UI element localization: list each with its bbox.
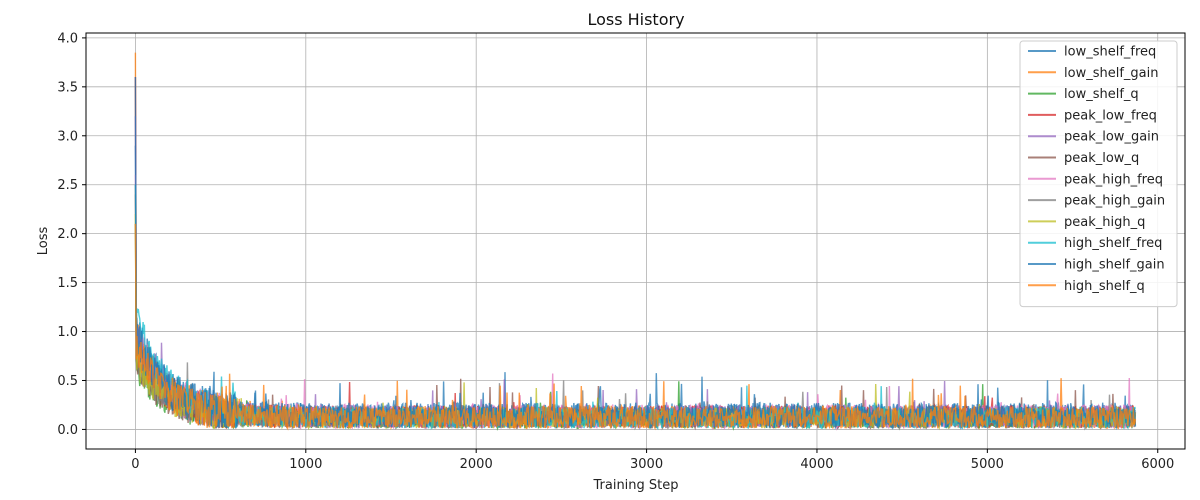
y-tick-label: 1.0 (57, 325, 78, 340)
y-ticks: 0.0 0.5 1.0 1.5 2.0 2.5 3.0 3.5 4.0 (57, 31, 86, 438)
legend-label: peak_high_freq (1064, 172, 1163, 187)
x-axis-label: Training Step (592, 478, 678, 493)
legend-label: peak_low_freq (1064, 108, 1157, 123)
x-tick-label: 5000 (971, 457, 1004, 472)
x-tick-label: 6000 (1141, 457, 1174, 472)
series-line-high-shelf-q (134, 223, 1137, 431)
plot-frame (85, 32, 1186, 450)
legend-label: peak_high_gain (1064, 194, 1165, 209)
legend-label: low_shelf_freq (1064, 45, 1156, 60)
x-tick-label: 1000 (289, 457, 322, 472)
x-tick-label: 0 (131, 457, 139, 472)
y-tick-label: 0.0 (57, 423, 78, 438)
legend-label: low_shelf_gain (1064, 66, 1158, 81)
legend-box (1019, 40, 1178, 308)
legend-label: high_shelf_freq (1064, 236, 1162, 251)
legend-label: peak_low_gain (1064, 130, 1159, 145)
legend-label: peak_high_q (1064, 215, 1145, 230)
legend-label: high_shelf_q (1064, 279, 1145, 294)
series-line-high-shelf-gain (134, 76, 1137, 431)
legend-label: low_shelf_q (1064, 87, 1139, 102)
grid (86, 33, 1185, 449)
y-tick-label: 2.5 (57, 178, 78, 193)
legend-label: peak_low_q (1064, 151, 1139, 166)
legend: low_shelf_freq low_shelf_gain low_shelf_qp… (1019, 40, 1178, 308)
legend-label: high_shelf_gain (1064, 258, 1165, 273)
y-tick-label: 4.0 (57, 31, 78, 46)
x-tick-label: 3000 (630, 457, 663, 472)
chart-title: Loss History (587, 10, 684, 29)
y-tick-label: 2.0 (57, 227, 78, 242)
x-tick-label: 4000 (800, 457, 833, 472)
y-tick-label: 1.5 (57, 276, 78, 291)
y-tick-label: 3.0 (57, 129, 78, 144)
series-lines (134, 52, 1137, 431)
y-tick-label: 3.5 (57, 80, 78, 95)
y-axis-label: Loss (36, 227, 51, 256)
x-ticks: 0 1000 2000 3000 4000 5000 6000 (131, 449, 1174, 472)
y-tick-label: 0.5 (57, 374, 78, 389)
x-tick-label: 2000 (460, 457, 493, 472)
